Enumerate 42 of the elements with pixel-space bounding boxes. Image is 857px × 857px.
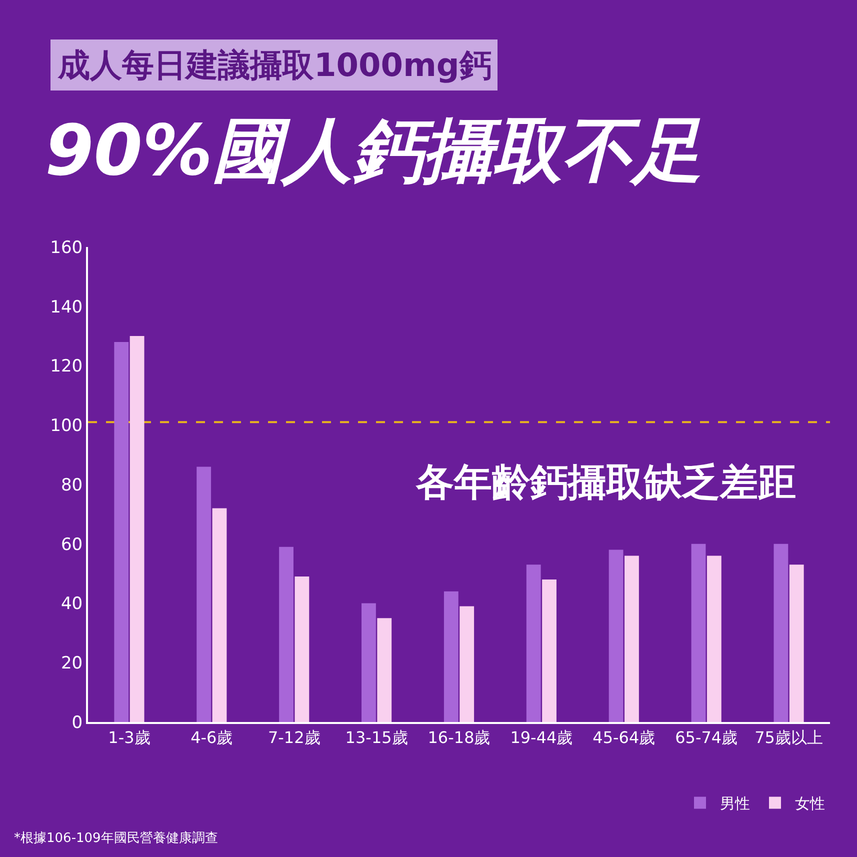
bar — [542, 580, 556, 722]
x-tick-label: 1-3歲 — [108, 728, 150, 748]
x-tick-label: 16-18歲 — [428, 728, 490, 748]
bar — [706, 556, 722, 722]
y-tick-label: 0 — [72, 712, 83, 733]
bar — [279, 546, 294, 722]
legend-label: 女性 — [795, 794, 825, 813]
text: *根據106-109年國民營養健康調查 — [14, 831, 218, 846]
bar — [691, 544, 706, 722]
y-tick-label: 120 — [50, 356, 83, 377]
bar — [362, 603, 376, 722]
x-tick-label: 45-64歲 — [592, 728, 656, 748]
x-tick-label: 4-6歲 — [190, 728, 233, 748]
bar — [526, 564, 541, 722]
x-tick-label: 19-44歲 — [510, 728, 573, 748]
x-tick-label: 65-74歲 — [675, 728, 738, 748]
chart-title: 90%國人鈣攝取不足 — [45, 110, 703, 192]
bar — [460, 606, 474, 722]
bar — [789, 564, 804, 722]
bar — [294, 576, 310, 722]
y-tick-label: 80 — [60, 475, 83, 496]
bar — [114, 342, 129, 722]
bar — [196, 466, 212, 722]
y-tick-label: 140 — [50, 297, 83, 318]
bar — [774, 544, 788, 722]
x-tick-label: 13-15歲 — [345, 728, 408, 748]
x-tick-label: 7-12歲 — [268, 728, 320, 748]
y-tick-label: 100 — [50, 416, 83, 436]
x-tick-label: 75歲以上 — [754, 728, 823, 748]
bar — [444, 591, 458, 722]
y-tick-label: 160 — [50, 238, 83, 258]
y-tick-label: 20 — [60, 654, 83, 674]
annotation: 各年齡鈣攝取缺乏差距 — [415, 460, 796, 504]
bar — [624, 556, 639, 722]
legend-label: 男性 — [720, 794, 750, 813]
y-tick-label: 60 — [60, 534, 83, 555]
bar — [212, 508, 227, 722]
chart-subtitle: 成人每日建議攝取1000mg鈣 — [57, 46, 492, 84]
y-tick-label: 40 — [60, 594, 83, 614]
bar — [130, 336, 144, 722]
bar — [377, 618, 392, 722]
bar — [608, 550, 624, 722]
